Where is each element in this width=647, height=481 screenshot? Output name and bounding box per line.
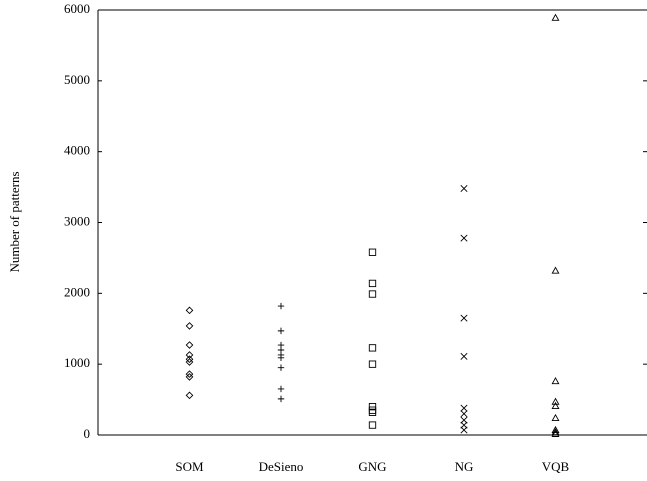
point: [551, 13, 560, 21]
x-tick-label: DeSieno: [259, 459, 304, 474]
point: [551, 413, 560, 422]
y-tick-label: 0: [84, 426, 91, 441]
point: [277, 364, 285, 371]
point: [185, 373, 194, 381]
point: [277, 395, 285, 403]
x-tick-label: VQB: [542, 459, 570, 474]
point: [277, 327, 285, 335]
point: [551, 429, 560, 437]
point: [551, 428, 560, 436]
point: [551, 266, 560, 274]
point: [368, 421, 377, 429]
point: [277, 385, 285, 393]
point: [551, 401, 560, 409]
point: [460, 421, 468, 429]
point: [460, 410, 468, 418]
y-tick-label: 1000: [64, 355, 90, 370]
point: [185, 391, 194, 400]
x-tick-label: SOM: [175, 459, 204, 474]
point: [277, 354, 285, 361]
point: [460, 416, 468, 424]
point: [368, 248, 377, 256]
y-tick-label: 5000: [64, 72, 90, 87]
point: [185, 306, 194, 315]
point: [460, 404, 468, 412]
point: [277, 302, 285, 310]
point: [185, 355, 194, 364]
point: [185, 341, 194, 349]
point: [368, 279, 377, 288]
point: [551, 425, 560, 434]
y-tick-label: 2000: [64, 284, 90, 299]
point: [368, 360, 377, 368]
point: [551, 397, 560, 405]
x-tick-label: GNG: [358, 459, 386, 474]
point: [551, 377, 560, 385]
point: [460, 314, 468, 322]
point: [368, 290, 377, 298]
point: [460, 426, 468, 434]
point: [185, 322, 194, 330]
y-axis-label: Number of patterns: [7, 171, 22, 272]
x-tick-label: NG: [455, 459, 474, 474]
point: [368, 344, 377, 352]
point: [185, 370, 194, 378]
y-tick-label: 4000: [64, 143, 90, 158]
y-tick-label: 6000: [64, 1, 90, 16]
point: [460, 352, 468, 360]
point: [368, 408, 377, 416]
point: [460, 184, 468, 193]
y-tick-label: 3000: [64, 213, 90, 228]
point: [185, 351, 194, 359]
point: [185, 358, 194, 366]
point: [460, 234, 468, 242]
